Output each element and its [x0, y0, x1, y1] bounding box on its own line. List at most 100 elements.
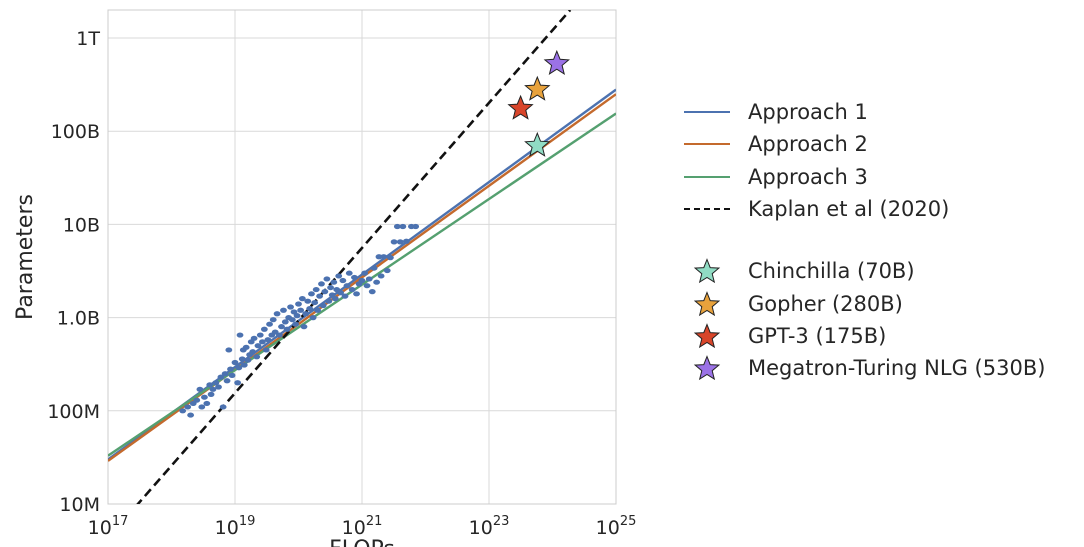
legend-label: Approach 2	[748, 132, 868, 157]
legend-entry: Approach 2	[684, 128, 1079, 160]
training-run-point	[292, 321, 299, 327]
training-run-point	[240, 362, 248, 368]
training-run-point	[368, 289, 376, 295]
training-run-point	[219, 404, 227, 410]
legend: Approach 1 Approach 2 Approach 3 Kaplan et …	[684, 96, 1079, 384]
training-run-point	[311, 299, 319, 306]
legend-star-icon	[684, 322, 730, 350]
x-tick-labels: 1017 1019 1021 1023 1025	[88, 514, 637, 539]
training-run-point	[402, 238, 410, 244]
training-run-point	[227, 366, 234, 372]
training-run-point	[209, 386, 217, 392]
y-tick-label: 1.0B	[57, 308, 100, 330]
training-run-point	[339, 277, 347, 284]
training-run-point	[363, 283, 371, 289]
legend-label: Approach 3	[748, 164, 868, 189]
legend-model-entries: Chinchilla (70B) Gopher (280B) GPT-3 (175B…	[684, 255, 1079, 384]
training-run-point	[187, 412, 195, 418]
training-run-point	[287, 304, 294, 310]
legend-label: Kaplan et al (2020)	[748, 197, 950, 222]
training-run-point	[179, 408, 187, 414]
training-run-point	[373, 279, 381, 285]
training-run-point	[298, 295, 306, 302]
training-run-point	[323, 276, 331, 282]
legend-label: Gopher (280B)	[748, 291, 903, 316]
training-run-point	[396, 239, 404, 245]
y-tick-label: 100M	[47, 401, 100, 423]
training-run-point	[341, 293, 349, 299]
legend-label: Megatron-Turing NLG (530B)	[748, 356, 1046, 381]
training-run-point	[206, 382, 214, 388]
training-run-point	[330, 279, 338, 285]
training-run-point	[343, 283, 351, 289]
training-run-point	[348, 286, 356, 293]
training-run-point	[207, 391, 215, 398]
training-run-point	[300, 324, 308, 330]
training-run-point	[375, 254, 383, 260]
training-run-point	[278, 324, 285, 330]
x-tick-label: 1021	[342, 514, 383, 539]
training-run-point	[353, 291, 360, 297]
legend-entry: Kaplan et al (2020)	[684, 193, 1079, 225]
training-run-point	[203, 400, 211, 407]
model-star-marker	[524, 75, 551, 101]
training-run-point	[312, 286, 320, 293]
model-star-marker	[543, 49, 570, 76]
training-run-point	[335, 273, 343, 279]
x-tick-label: 1023	[469, 514, 510, 539]
training-run-point	[345, 270, 353, 276]
y-tick-label: 1T	[76, 28, 100, 50]
x-axis-label: FLOPs	[329, 537, 395, 547]
training-run-point	[316, 293, 324, 299]
training-run-point	[393, 223, 401, 230]
legend-star-icon	[684, 257, 730, 285]
training-run-point	[281, 319, 289, 325]
training-run-point	[253, 354, 261, 360]
legend-label: Chinchilla (70B)	[748, 259, 915, 284]
training-run-point	[221, 371, 229, 377]
training-run-point	[184, 404, 192, 410]
training-run-point	[351, 274, 358, 281]
training-run-point	[254, 343, 262, 349]
training-run-point	[390, 239, 398, 245]
training-run-point	[304, 298, 312, 304]
training-run-point	[337, 290, 344, 296]
plot-frame	[107, 9, 617, 505]
legend-entry: Megatron-Turing NLG (530B)	[684, 352, 1079, 384]
training-run-point	[260, 326, 268, 332]
y-tick-label: 10M	[59, 494, 100, 516]
legend-label: Approach 1	[748, 100, 868, 125]
training-run-point	[193, 397, 201, 403]
training-run-point	[235, 365, 243, 371]
training-run-point	[234, 380, 242, 386]
model-star-marker	[524, 131, 551, 157]
training-run-point	[295, 301, 302, 307]
training-run-point	[321, 289, 329, 295]
training-run-point	[365, 276, 373, 282]
legend-entry: Approach 3	[684, 161, 1079, 193]
training-run-point	[212, 380, 220, 386]
training-run-point	[225, 347, 233, 353]
training-run-point	[283, 326, 291, 332]
training-run-point	[256, 332, 264, 338]
training-run-point	[331, 295, 339, 302]
training-run-point	[264, 337, 272, 343]
training-run-point	[327, 284, 334, 291]
legend-star-icon	[684, 290, 730, 318]
legend-entry: Chinchilla (70B)	[684, 255, 1079, 287]
training-run-point	[242, 344, 250, 350]
training-run-point	[273, 311, 281, 317]
y-tick-labels: 10M 100M 1.0B 10B 100B 1T	[47, 28, 100, 516]
training-run-point	[290, 309, 298, 315]
training-run-point	[249, 349, 257, 355]
x-tick-label: 1019	[215, 514, 256, 539]
training-run-point	[244, 357, 252, 363]
training-run-point	[383, 267, 391, 274]
training-runs	[179, 223, 420, 418]
training-run-point	[325, 298, 333, 304]
training-run-point	[201, 394, 208, 400]
legend-swatch	[684, 111, 730, 114]
training-run-point	[196, 386, 204, 392]
y-tick-label: 100B	[51, 121, 100, 143]
